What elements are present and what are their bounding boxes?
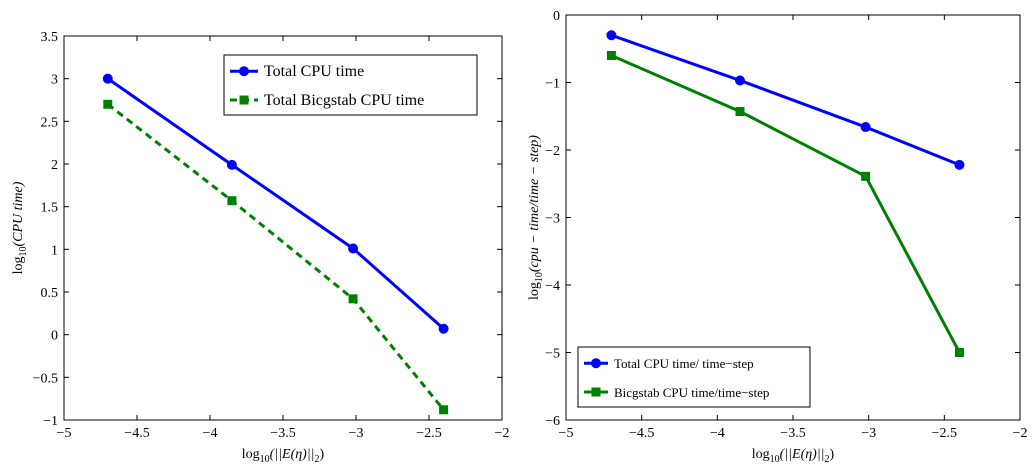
- y-tick-label: 2.5: [41, 115, 59, 130]
- y-tick-label: −1: [545, 77, 560, 92]
- y-tick-label: −6: [545, 414, 560, 429]
- data-point: [860, 122, 871, 133]
- legend-box: [577, 346, 811, 408]
- legend-label: Total CPU time/ time−step: [614, 356, 754, 371]
- y-tick-label: 0: [553, 9, 560, 24]
- x-tick-label: −2: [1013, 426, 1028, 441]
- data-point: [348, 294, 358, 304]
- x-axis-label: log10(||E(η)||2): [242, 447, 325, 464]
- y-tick-label: −4: [545, 279, 560, 294]
- x-tick-label: −5: [559, 426, 574, 441]
- chart-right: −5 −4.5 −4 −3.5 −3 −2.5 −2−6−5−4−3−2−10log10(|…: [527, 9, 1027, 464]
- x-axis-label: log10(||E(η)||2): [752, 447, 835, 464]
- y-tick-label: −0.5: [33, 371, 58, 386]
- y-tick-label: 1: [51, 243, 58, 258]
- series-line: [610, 54, 961, 354]
- y-tick-label: 2: [51, 158, 58, 173]
- y-axis-label: log10(CPU time): [11, 181, 29, 274]
- chart-left: −5 −4.5 −4 −3.5 −3 −2.5 −2 −1 −0.5 0 0.5 1 1.5 2 2.5 3 3…: [11, 30, 509, 464]
- legend-label: Total Bicgstab CPU time: [264, 92, 424, 109]
- x-tick-label: −3: [349, 426, 364, 441]
- x-tick-label: −2: [495, 426, 510, 441]
- data-point: [606, 51, 616, 60]
- data-point: [438, 323, 449, 334]
- y-tick-label: 3: [51, 73, 58, 88]
- data-point: [102, 73, 113, 84]
- series-line: [106, 103, 445, 411]
- y-tick-label: 0.5: [41, 286, 59, 301]
- data-point: [861, 171, 871, 181]
- data-point: [954, 348, 964, 357]
- legend-box: [223, 54, 478, 116]
- y-tick-label: −5: [545, 347, 560, 362]
- x-tick-label: −4: [203, 426, 218, 441]
- data-point: [735, 75, 746, 86]
- y-tick-label: 3.5: [41, 30, 59, 45]
- y-axis-label: log10(cpu − time/time − step): [527, 135, 545, 300]
- x-tick-label: −3.5: [270, 426, 295, 441]
- y-tick-label: 0: [51, 329, 58, 344]
- data-point: [591, 387, 601, 397]
- y-tick-label: −1: [43, 414, 58, 429]
- x-tick-label: −4.5: [124, 426, 149, 441]
- x-tick-label: −2.5: [416, 426, 441, 441]
- data-point: [439, 405, 449, 415]
- x-tick-label: −5: [57, 426, 72, 441]
- x-tick-label: −2.5: [932, 426, 957, 441]
- legend-label: Total CPU time: [264, 63, 364, 80]
- x-tick-label: −3: [861, 426, 876, 441]
- y-tick-label: −2: [545, 144, 560, 159]
- x-tick-label: −3.5: [780, 426, 805, 441]
- data-point: [227, 196, 237, 206]
- data-point: [735, 107, 745, 117]
- y-tick-label: 1.5: [41, 201, 59, 216]
- y-tick-label: −3: [545, 212, 560, 227]
- data-point: [239, 95, 249, 105]
- x-tick-label: −4.5: [629, 426, 654, 441]
- series-line: [610, 33, 961, 167]
- data-point: [226, 159, 237, 170]
- data-point: [954, 159, 965, 170]
- series-line: [106, 77, 445, 330]
- data-point: [239, 66, 249, 77]
- data-point: [591, 358, 601, 369]
- legend-label: Bicgstab CPU time/time−step: [614, 385, 769, 400]
- data-point: [348, 243, 359, 254]
- data-point: [606, 30, 617, 41]
- x-tick-label: −4: [710, 426, 725, 441]
- data-point: [103, 99, 113, 109]
